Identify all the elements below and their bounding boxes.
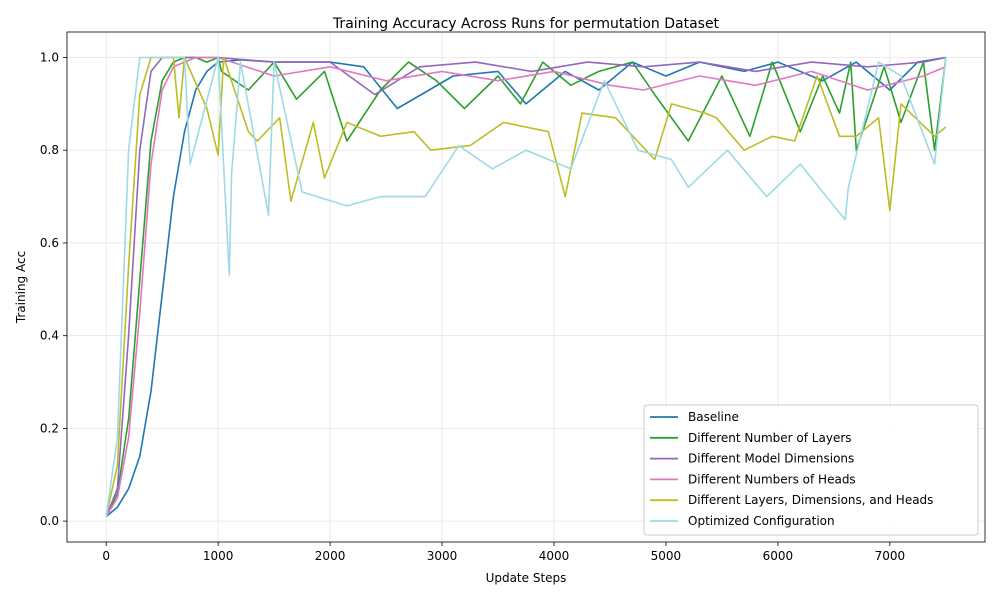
x-tick-label: 3000 [427, 549, 458, 563]
y-tick-label: 1.0 [40, 51, 59, 65]
series-line-4 [105, 56, 947, 517]
series-line-3 [105, 56, 947, 517]
x-tick-label: 7000 [875, 549, 906, 563]
y-tick-label: 0.4 [40, 329, 59, 343]
x-tick-label: 0 [102, 549, 110, 563]
x-tick-label: 5000 [651, 549, 682, 563]
y-tick-label: 0.6 [40, 236, 59, 250]
y-tick-label: 0.0 [40, 514, 59, 528]
chart-title: Training Accuracy Across Runs for permut… [332, 16, 720, 32]
legend: Baseline Different Number of Layers Differ… [643, 404, 979, 536]
axis-ticks: 0 1000 2000 3000 4000 5000 6000 7000 0.0 0.2 0.4 0.… [40, 51, 905, 564]
legend-label: Baseline [688, 410, 739, 424]
legend-label: Different Number of Layers [688, 431, 852, 445]
legend-box [643, 404, 979, 536]
y-tick-label: 0.2 [40, 421, 59, 435]
x-tick-label: 4000 [539, 549, 570, 563]
series-lines [105, 56, 947, 518]
x-tick-label: 6000 [763, 549, 794, 563]
y-axis-label: Training Acc [14, 251, 28, 324]
x-tick-label: 1000 [203, 549, 234, 563]
plot-frame [66, 31, 986, 543]
series-line-2 [105, 56, 946, 517]
legend-label: Different Layers, Dimensions, and Heads [688, 493, 933, 507]
x-axis-label: Update Steps [486, 571, 567, 585]
legend-label: Optimized Configuration [688, 514, 835, 528]
legend-label: Different Numbers of Heads [688, 472, 856, 486]
legend-label: Different Model Dimensions [688, 452, 854, 466]
y-tick-label: 0.8 [40, 143, 59, 157]
x-tick-label: 2000 [315, 549, 346, 563]
series-line-0 [105, 56, 946, 518]
series-line-5 [105, 56, 947, 517]
